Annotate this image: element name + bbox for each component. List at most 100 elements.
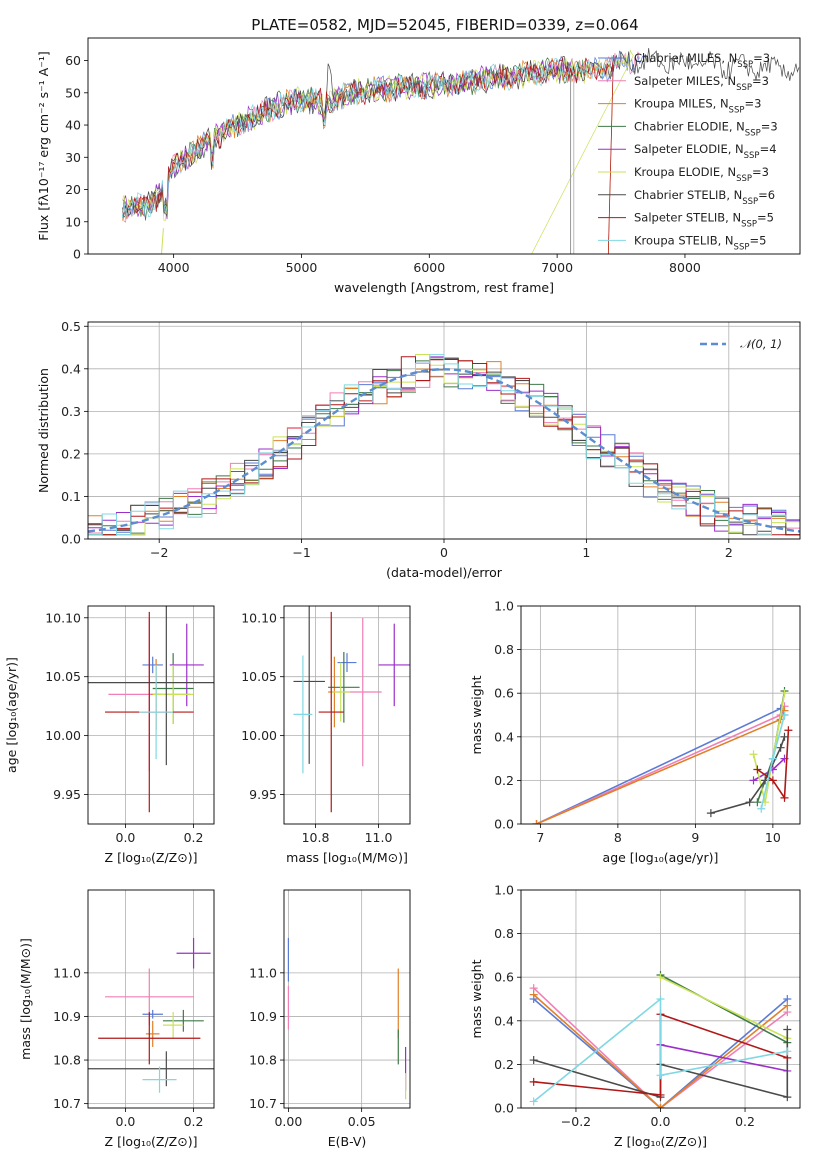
x-axis-label: mass [log₁₀(M/M⊙)] <box>286 850 408 865</box>
y-tick-label: 11.0 <box>249 965 277 980</box>
panel-weight-vs-age: 7 8 9 10 0.0 0.2 0.4 0.6 0.8 1.0 age [log₁₀(age/yr… <box>469 599 801 865</box>
weight-series-2 <box>533 994 788 1108</box>
y-tick-label: 0.4 <box>494 729 514 744</box>
x-tick-label: 2 <box>725 545 733 560</box>
x-axis-label: Z [log₁₀(Z/Z⊙)] <box>614 1134 707 1149</box>
weight-point <box>656 995 665 1003</box>
weight-point <box>656 1090 665 1099</box>
y-tick-label: 0.0 <box>494 817 514 832</box>
y-tick-label: 0.8 <box>494 642 514 657</box>
weight-point <box>780 732 789 741</box>
panel-mass-vs-ebv: 0.00 0.05 10.7 10.8 10.9 11.0 E(B-V) <box>249 889 411 1149</box>
panel-weight-vs-Z: −0.2 0.0 0.2 0.0 0.2 0.4 0.6 0.8 1.0 Z [log₁₀(Z/Z… <box>469 883 801 1149</box>
axes-frame <box>87 321 801 540</box>
y-tick-label: 50 <box>65 85 81 100</box>
y-tick-label: 9.95 <box>249 787 277 802</box>
legend-label: Salpeter ELODIE, NSSP=4 <box>634 142 777 161</box>
y-tick-label: 60 <box>65 53 81 68</box>
y-tick-label: 0.2 <box>494 773 514 788</box>
weight-series-5 <box>660 976 788 1039</box>
weight-point <box>753 798 762 807</box>
x-tick-label: 0.0 <box>116 830 136 845</box>
x-axis-label: Z [log₁₀(Z/Z⊙)] <box>105 1134 198 1149</box>
plot-area <box>287 937 407 1100</box>
y-tick-label: 10.10 <box>241 610 277 625</box>
y-tick-label: 0.8 <box>494 926 514 941</box>
legend-label: Kroupa STELIB, NSSP=5 <box>634 233 766 252</box>
weight-point <box>656 973 665 982</box>
x-tick-label: −0.2 <box>561 1114 591 1129</box>
y-axis-label: mass weight <box>469 959 484 1038</box>
panel-mass-vs-Z: 0.0 0.2 10.7 10.8 10.9 11.0 Z [log₁₀(Z/Z⊙)] mas… <box>18 889 215 1149</box>
legend-label: Chabrier ELODIE, NSSP=3 <box>634 119 778 138</box>
normal-curve <box>88 368 800 533</box>
legend: Chabrier MILES, NSSP=3 Salpeter MILES, NS… <box>598 51 778 252</box>
axes-frame <box>520 889 801 1109</box>
x-tick-label: 0.00 <box>274 1114 302 1129</box>
weight-point <box>656 1104 665 1108</box>
x-tick-label: 6000 <box>413 260 445 275</box>
plot-area <box>532 687 793 824</box>
weight-series-8 <box>533 997 788 1103</box>
weight-point <box>783 1093 792 1102</box>
legend-label: Salpeter MILES, NSSP=3 <box>634 74 769 93</box>
y-tick-label: 10.10 <box>45 610 81 625</box>
spectrum-series-1 <box>122 51 640 223</box>
legend-label: 𝒩(0, 1) <box>740 337 782 351</box>
weight-point <box>529 1077 538 1086</box>
panel-age-vs-mass: 10.8 11.0 9.95 10.00 10.05 10.10 mass [log₁₀(M… <box>241 605 411 865</box>
y-tick-label: 9.95 <box>53 787 81 802</box>
x-axis-label: wavelength [Angstrom, rest frame] <box>334 280 554 295</box>
y-tick-label: 10.8 <box>249 1053 277 1068</box>
x-tick-label: 9 <box>691 830 699 845</box>
y-tick-label: 0.0 <box>494 1101 514 1116</box>
x-tick-label: 8 <box>614 830 622 845</box>
y-tick-label: 0.2 <box>494 1057 514 1072</box>
x-tick-label: 0.2 <box>184 1114 204 1129</box>
axes-frame <box>283 889 411 1109</box>
weight-point <box>780 711 789 719</box>
weight-point <box>780 793 789 802</box>
weight-point <box>532 820 541 824</box>
weight-point <box>529 1097 538 1106</box>
spectrum-series-8 <box>122 55 622 221</box>
y-tick-label: 0.1 <box>61 489 81 504</box>
x-tick-label: 10.8 <box>302 830 330 845</box>
x-tick-label: 0.0 <box>116 1114 136 1129</box>
x-tick-label: 1 <box>582 545 590 560</box>
y-tick-label: 10.8 <box>53 1053 81 1068</box>
axes-frame <box>87 605 215 825</box>
weight-point <box>745 798 754 807</box>
x-tick-label: 7000 <box>541 260 573 275</box>
weight-point <box>753 765 762 774</box>
y-axis-label: mass weight <box>469 675 484 754</box>
y-tick-label: 10.05 <box>241 669 277 684</box>
y-tick-label: 1.0 <box>494 883 514 898</box>
weight-point <box>780 689 789 698</box>
x-tick-label: 0.2 <box>735 1114 755 1129</box>
y-tick-label: 10.7 <box>249 1096 277 1111</box>
x-tick-label: 0.05 <box>348 1114 376 1129</box>
panel-residuals: −2 −1 0 1 2 0.0 0.1 0.2 0.3 0.4 0.5 (data-model)/er… <box>36 319 801 580</box>
weight-point <box>749 776 758 785</box>
weight-point <box>529 990 538 999</box>
x-tick-label: 8000 <box>669 260 701 275</box>
y-tick-label: 10.00 <box>45 728 81 743</box>
plot-area <box>88 937 214 1093</box>
y-tick-label: 0.4 <box>494 1013 514 1028</box>
weight-point <box>757 804 766 813</box>
y-tick-label: 0.4 <box>61 361 81 376</box>
weight-point <box>768 754 777 763</box>
figure-title: PLATE=0582, MJD=52045, FIBERID=0339, z=0… <box>251 16 638 34</box>
weight-series-3 <box>660 974 788 1044</box>
legend-label: Chabrier STELIB, NSSP=6 <box>634 188 775 207</box>
y-tick-label: 10.00 <box>241 728 277 743</box>
weight-series-4 <box>660 1044 788 1072</box>
y-tick-label: 0.0 <box>61 532 81 547</box>
panel-age-vs-Z: 0.0 0.2 9.95 10.00 10.05 10.10 Z [log₁₀(Z/Z⊙)]… <box>4 605 215 865</box>
x-tick-label: 10 <box>765 830 781 845</box>
x-tick-label: −1 <box>292 545 310 560</box>
y-tick-label: 30 <box>65 150 81 165</box>
weight-point <box>768 776 777 785</box>
